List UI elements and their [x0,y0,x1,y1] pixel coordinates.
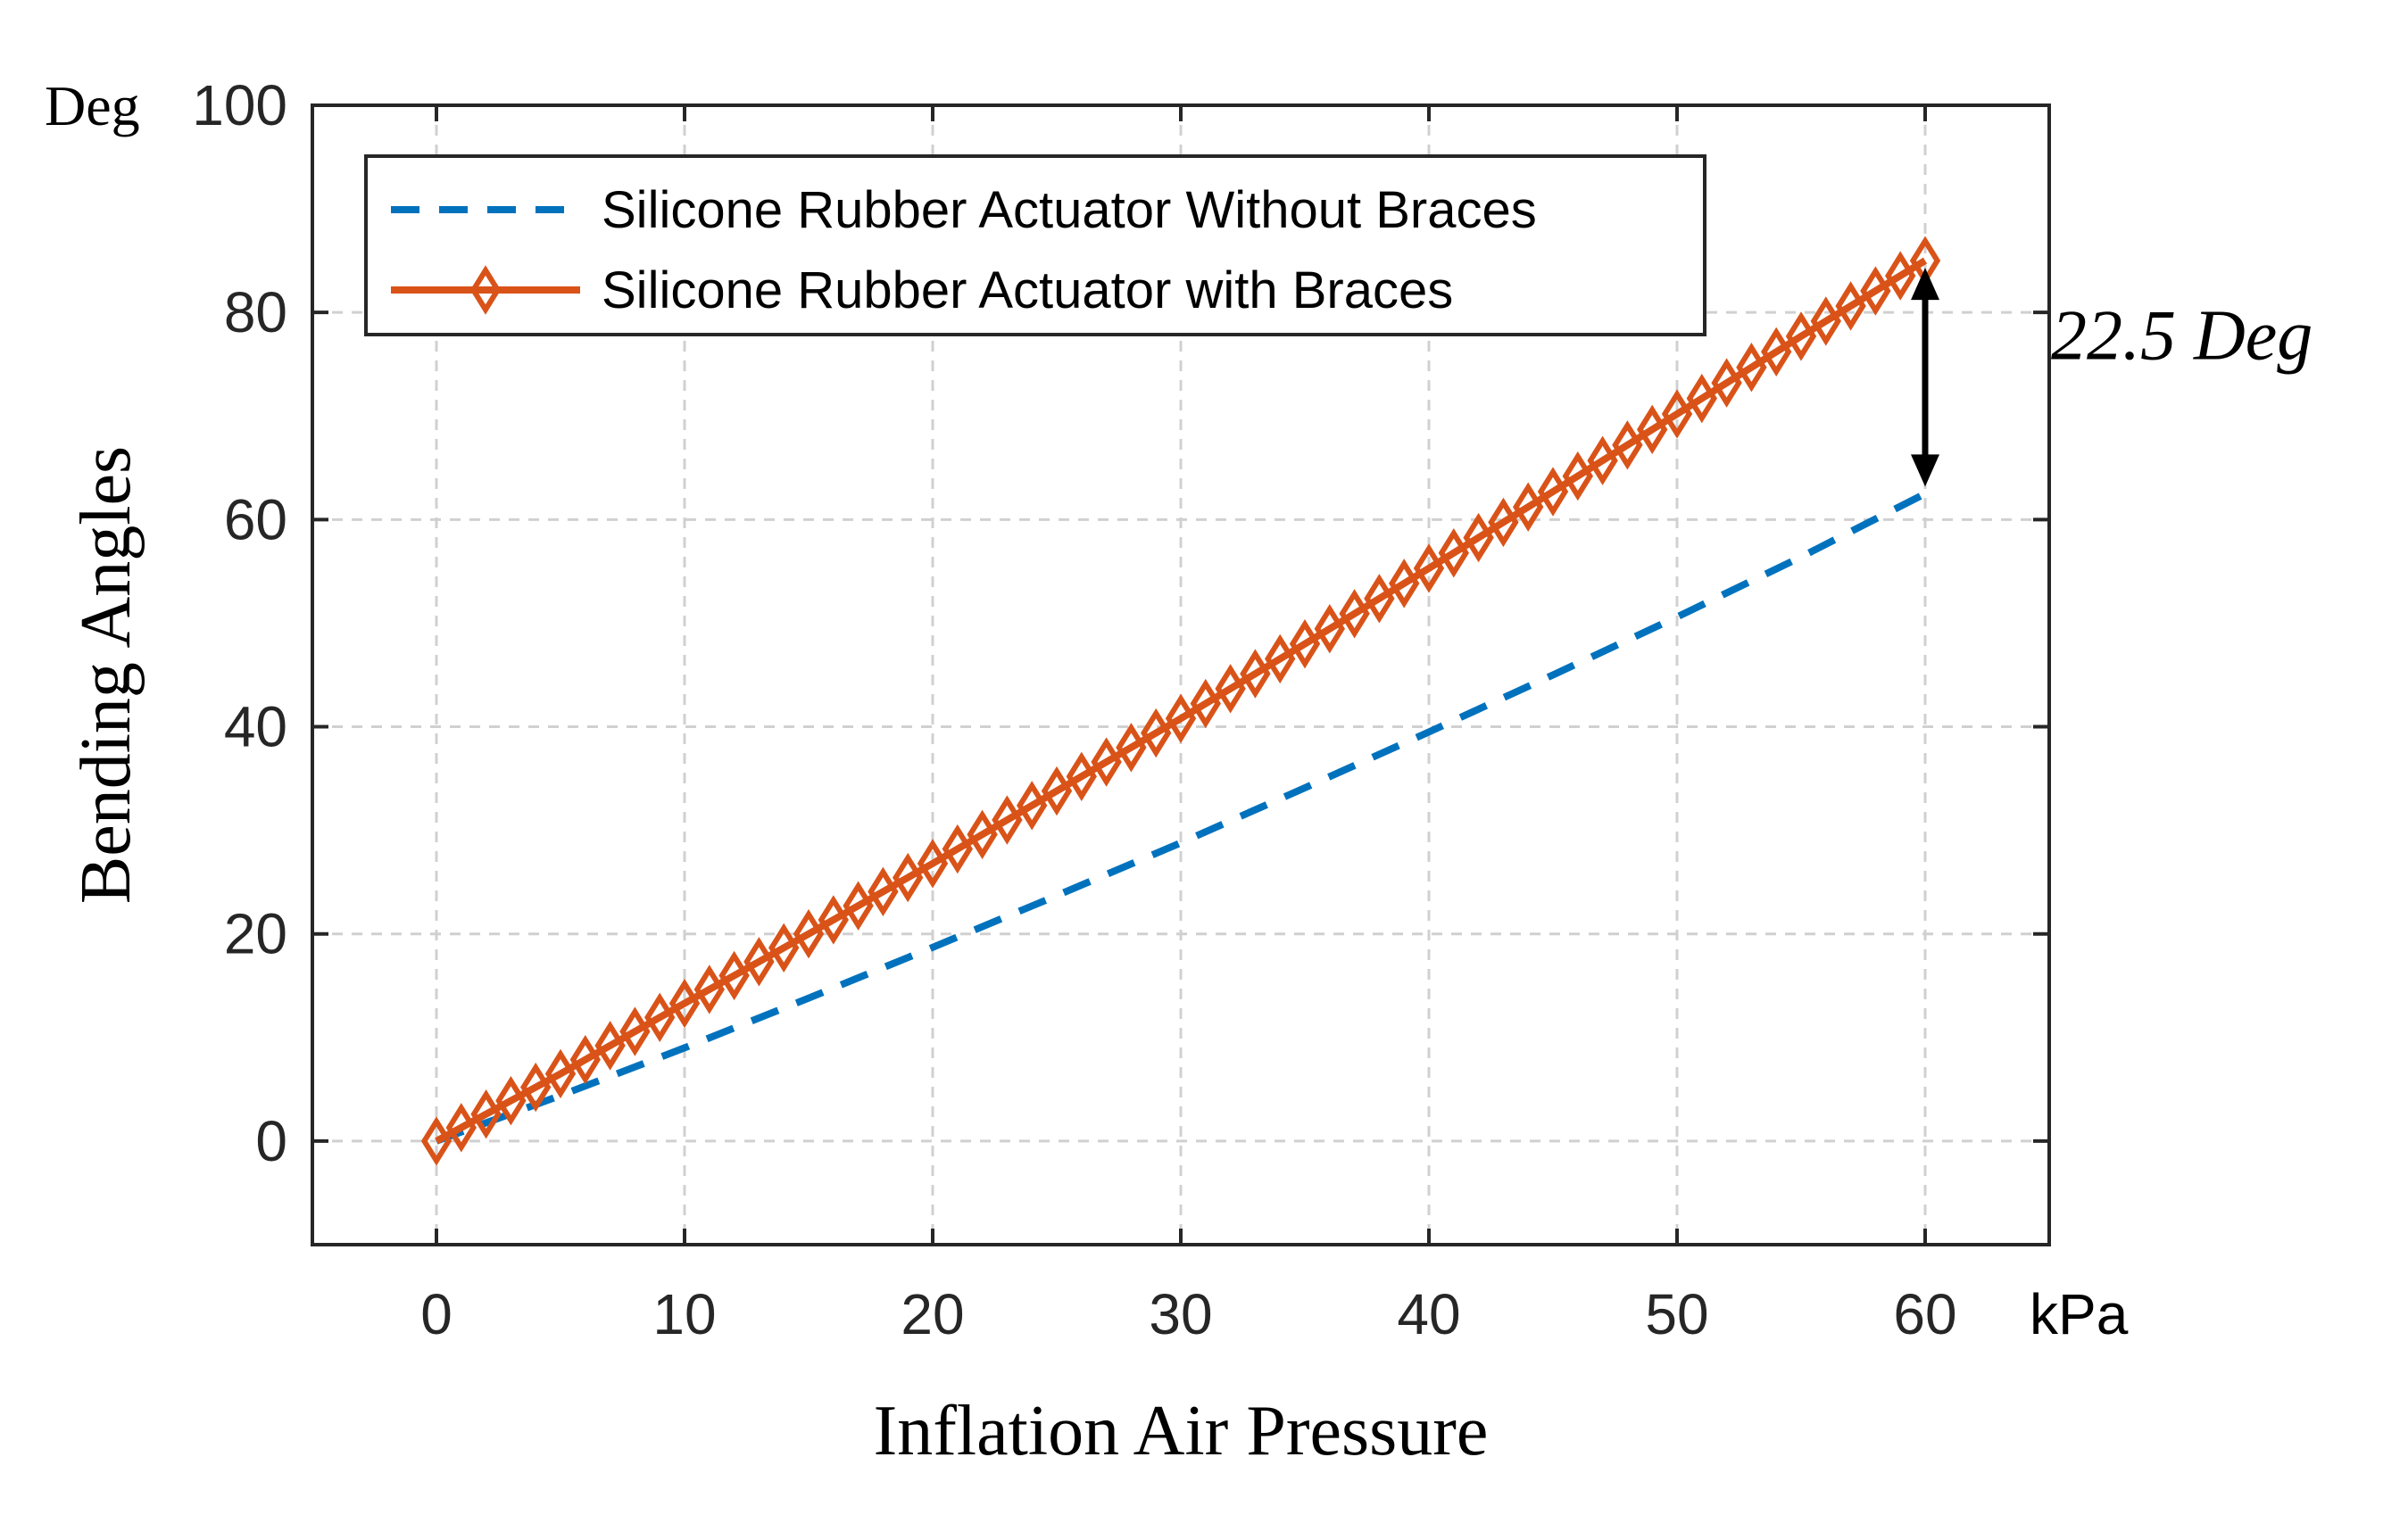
y-tick-label: 0 [255,1109,287,1173]
marker-with-braces [1041,766,1073,816]
marker-with-braces [544,1048,577,1099]
marker-with-braces [1736,343,1767,393]
x-axis-unit: kPa [2030,1282,2129,1346]
legend-label-without-braces: Silicone Rubber Actuator Without Braces [602,181,1537,239]
x-tick-label: 10 [652,1282,716,1346]
marker-with-braces [1017,781,1048,831]
x-tick-label: 60 [1893,1282,1956,1346]
marker-with-braces [1364,574,1395,624]
marker-with-braces [868,866,899,917]
marker-with-braces [893,852,924,903]
difference-annotation-label: 22.5 Deg [2051,297,2313,376]
series-line-with-braces [435,257,1928,1145]
x-axis-title: Inflation Air Pressure [874,1392,1489,1470]
marker-with-braces [793,909,825,959]
series-line-without-braces [435,490,1927,1145]
y-tick-label: 40 [224,695,287,759]
marker-with-braces [1389,559,1420,608]
x-tick-label: 0 [420,1282,453,1346]
marker-with-braces [1562,451,1593,501]
marker-with-braces [1488,497,1519,548]
marker-with-braces [843,881,874,931]
marker-with-braces [917,839,949,889]
x-tick-label: 30 [1149,1282,1212,1346]
legend-marker-with-braces [469,265,502,315]
marker-with-braces [1091,737,1122,787]
marker-with-braces [1240,649,1271,699]
marker-with-braces [1141,708,1172,758]
marker-with-braces [1711,358,1742,408]
legend: Silicone Rubber Actuator Without Braces … [364,154,1706,336]
marker-with-braces [818,895,849,945]
marker-with-braces [693,964,725,1014]
marker-with-braces [445,1103,477,1153]
marker-with-braces [1215,664,1246,714]
marker-with-braces [1587,435,1618,485]
legend-label-with-braces: Silicone Rubber Actuator with Braces [602,261,1453,319]
marker-with-braces [1116,723,1147,773]
marker-with-braces [743,937,775,987]
marker-with-braces [1686,373,1717,424]
annotation-arrow-head-bottom [1911,454,1939,487]
marker-with-braces [569,1034,601,1085]
x-tick-label: 40 [1397,1282,1460,1346]
marker-with-braces [1289,618,1321,669]
marker-with-braces [520,1062,552,1113]
marker-with-braces [420,1116,453,1166]
marker-with-braces [768,923,800,973]
marker-with-braces [718,950,750,1001]
marker-with-braces [1265,633,1296,684]
marker-with-braces [1860,266,1891,316]
annotation-arrow-head-top [1911,268,1939,301]
marker-with-braces [1413,543,1445,593]
marker-with-braces [495,1075,527,1126]
series-layer [420,236,1941,1166]
marker-with-braces [1314,604,1345,654]
marker-with-braces [1835,281,1866,331]
y-axis-title: Bending Angles [67,446,145,904]
marker-with-braces [1066,751,1097,801]
marker-with-braces [1661,389,1693,439]
marker-with-braces [992,795,1023,845]
marker-with-braces [1885,251,1916,301]
marker-with-braces [1463,512,1494,563]
marker-with-braces [1165,693,1197,743]
marker-with-braces [1513,482,1544,532]
marker-with-braces [644,992,676,1042]
x-tick-label: 50 [1645,1282,1708,1346]
marker-with-braces [1785,311,1817,361]
marker-with-braces [967,809,998,859]
marker-with-braces [668,978,701,1029]
y-axis-unit: Deg [45,74,140,137]
y-tick-label: 60 [224,487,287,551]
x-tick-label: 20 [901,1282,964,1346]
marker-with-braces [1537,467,1569,517]
tick-layer: 0 10 20 30 40 50 60 0 20 40 60 80 100 [192,73,2049,1346]
marker-with-braces [1761,327,1792,377]
marker-with-braces [1612,420,1643,470]
y-tick-label: 100 [192,73,287,137]
y-tick-label: 80 [224,280,287,344]
annotation-layer [1911,268,1939,487]
marker-with-braces [1810,296,1841,346]
marker-with-braces [1190,678,1221,729]
marker-with-braces [619,1006,651,1056]
marker-with-braces [594,1021,626,1071]
marker-with-braces [1339,589,1370,639]
legend-box [364,154,1706,336]
marker-with-braces [942,824,973,874]
marker-with-braces [470,1089,502,1139]
y-tick-label: 20 [224,902,287,966]
marker-with-braces [1637,404,1668,455]
marker-with-braces [1438,528,1469,578]
